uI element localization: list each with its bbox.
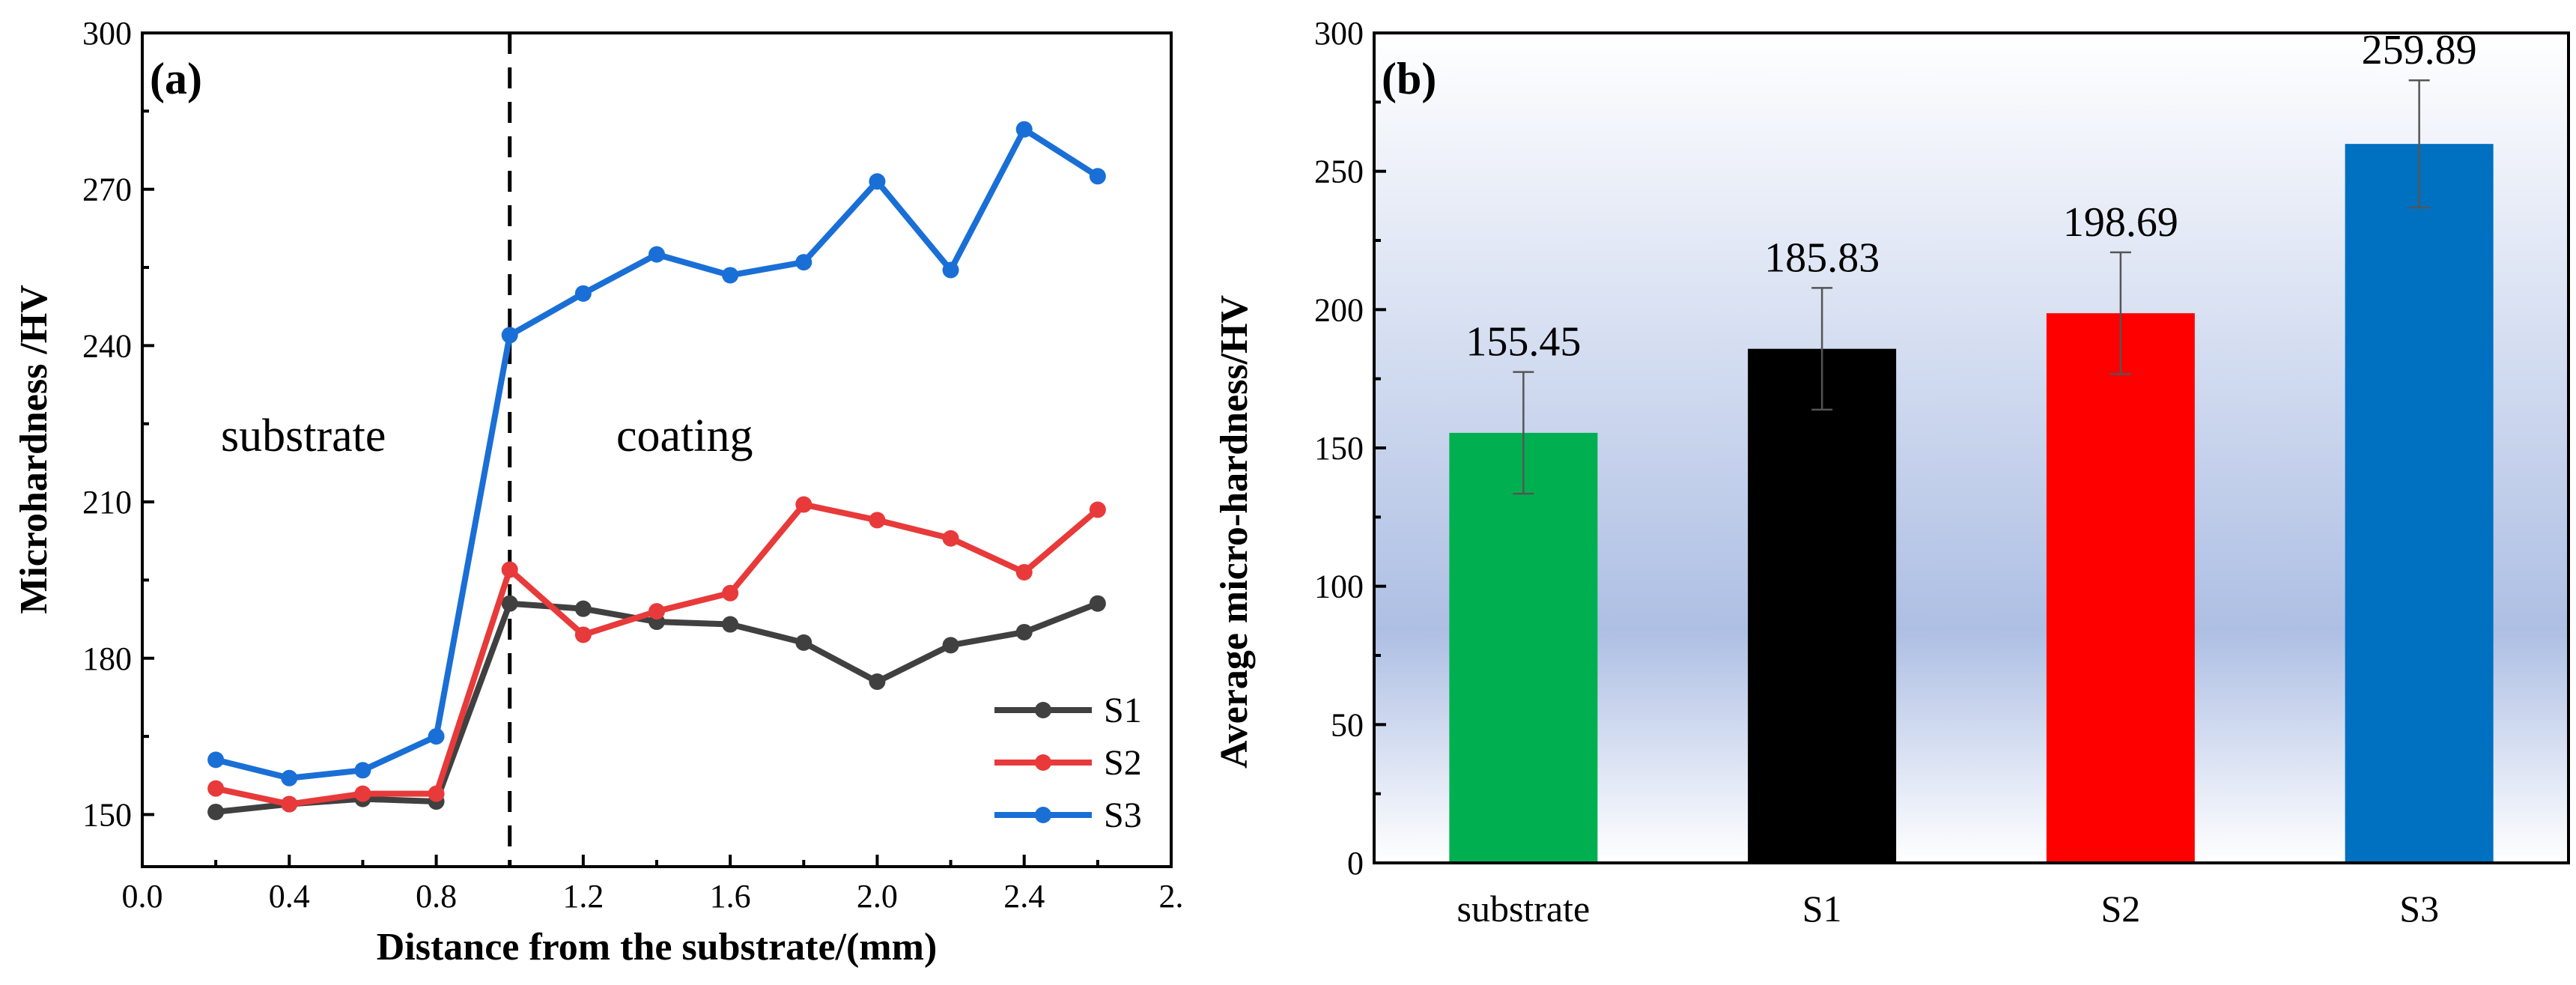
legend: S1 S2 S3 (994, 691, 1142, 835)
x-tick-label: 2.4 (1003, 878, 1045, 915)
x-tick-label: 0.8 (416, 878, 457, 915)
data-point-s3 (354, 762, 371, 779)
data-point-s3 (281, 769, 298, 787)
category-label: S2 (2100, 888, 2140, 930)
y-tick-label: 240 (82, 327, 132, 364)
value-label: 155.45 (1465, 319, 1581, 366)
data-point-s3 (1089, 168, 1106, 185)
legend-marker-s3 (1035, 807, 1051, 823)
series-line-s1 (215, 600, 1099, 815)
data-point-s2 (354, 785, 371, 802)
data-point-s2 (1089, 501, 1106, 518)
y-axis-title: Average micro-hardness/HV (1213, 295, 1256, 769)
value-labels: 155.45 185.83 198.69 259.89 (1465, 27, 2476, 365)
legend-label-s2: S2 (1104, 743, 1142, 783)
data-point-s1 (869, 673, 886, 691)
legend-marker-s2 (1035, 754, 1051, 771)
legend-label-s1: S1 (1104, 691, 1142, 730)
y-tick-label: 300 (82, 15, 132, 52)
data-point-s2 (428, 785, 445, 802)
data-point-s1 (942, 637, 959, 654)
legend-label-s3: S3 (1104, 795, 1142, 835)
region-label-coating: coating (616, 410, 753, 461)
legend-marker-s1 (1035, 702, 1051, 718)
data-point-s2 (1015, 563, 1033, 581)
data-point-s1 (207, 803, 225, 820)
data-point-s2 (501, 561, 518, 578)
data-point-s2 (207, 780, 225, 797)
x-tick-label: 1.6 (710, 878, 751, 915)
bar-group (1449, 79, 2494, 864)
x-tick-label: 0.0 (122, 878, 163, 915)
data-point-s1 (722, 616, 739, 633)
data-point-s3 (869, 173, 886, 190)
y-tick-label: 270 (82, 172, 132, 208)
x-axis-title: Distance from the substrate/(mm) (377, 926, 938, 969)
line-series-group (207, 121, 1106, 820)
data-point-s3 (942, 261, 959, 279)
data-point-s1 (1089, 595, 1106, 612)
data-point-s2 (281, 795, 298, 813)
y-tick-label: 0 (1347, 845, 1364, 882)
y-tick-label: 180 (82, 640, 132, 677)
x-axis-ticks: 0.0 0.4 0.8 1.2 1.6 2.0 2.4 2. (122, 855, 1184, 915)
data-point-s1 (574, 600, 592, 617)
y-tick-label: 150 (82, 796, 132, 833)
bar-s3 (2345, 144, 2494, 864)
data-point-s3 (795, 254, 812, 271)
y-axis-ticks: 150 180 210 240 270 300 (82, 15, 154, 833)
data-point-s3 (648, 246, 665, 263)
y-axis-title: Microhardness /HV (13, 285, 55, 614)
data-point-s2 (942, 530, 959, 547)
x-tick-label: 1.2 (562, 878, 604, 915)
region-label-substrate: substrate (221, 410, 386, 461)
category-labels: substrate S1 S2 S3 (1457, 888, 2440, 930)
bar-s1 (1748, 348, 1897, 864)
value-label: 185.83 (1764, 234, 1880, 281)
x-tick-label: 2. (1159, 878, 1184, 915)
line-chart-panel: 0.0 0.4 0.8 1.2 1.6 2.0 2.4 2. 150 180 210 240 270 3… (13, 15, 1184, 969)
y-tick-label: 50 (1331, 706, 1364, 743)
y-tick-label: 200 (1314, 291, 1364, 328)
bar-substrate (1449, 432, 1598, 863)
data-point-s3 (1015, 121, 1033, 138)
y-axis-ticks: 0 50 100 150 200 250 300 (1314, 15, 1386, 882)
y-tick-label: 250 (1314, 154, 1364, 190)
x-tick-label: 0.4 (269, 878, 310, 915)
data-point-s3 (501, 327, 518, 344)
series-line-s2 (215, 501, 1100, 807)
data-point-s1 (501, 595, 518, 612)
data-point-s2 (722, 584, 739, 601)
data-point-s3 (428, 728, 445, 745)
data-point-s1 (1015, 623, 1033, 640)
panel-label-b: (b) (1382, 54, 1436, 103)
category-label: substrate (1457, 888, 1591, 930)
data-point-s3 (722, 267, 739, 284)
y-tick-label: 210 (82, 484, 132, 521)
y-tick-label: 100 (1314, 569, 1364, 605)
bar-chart-panel: 0 50 100 150 200 250 300 substrate S1 S2 S3 155.4… (1213, 15, 2570, 930)
data-point-s2 (648, 603, 665, 620)
y-tick-label: 150 (1314, 430, 1364, 467)
data-point-s2 (795, 496, 812, 513)
category-label: S3 (2399, 888, 2439, 930)
y-tick-label: 300 (1314, 15, 1364, 52)
data-point-s2 (869, 512, 886, 529)
value-label: 198.69 (2063, 199, 2178, 246)
data-point-s1 (795, 634, 812, 651)
data-point-s2 (574, 626, 592, 643)
data-point-s3 (574, 285, 592, 302)
category-label: S1 (1802, 888, 1842, 930)
data-point-s3 (207, 751, 225, 769)
bar-s2 (2046, 313, 2195, 863)
panel-label-a: (a) (150, 54, 202, 103)
x-tick-label: 2.0 (857, 878, 898, 915)
value-label: 259.89 (2362, 27, 2477, 73)
